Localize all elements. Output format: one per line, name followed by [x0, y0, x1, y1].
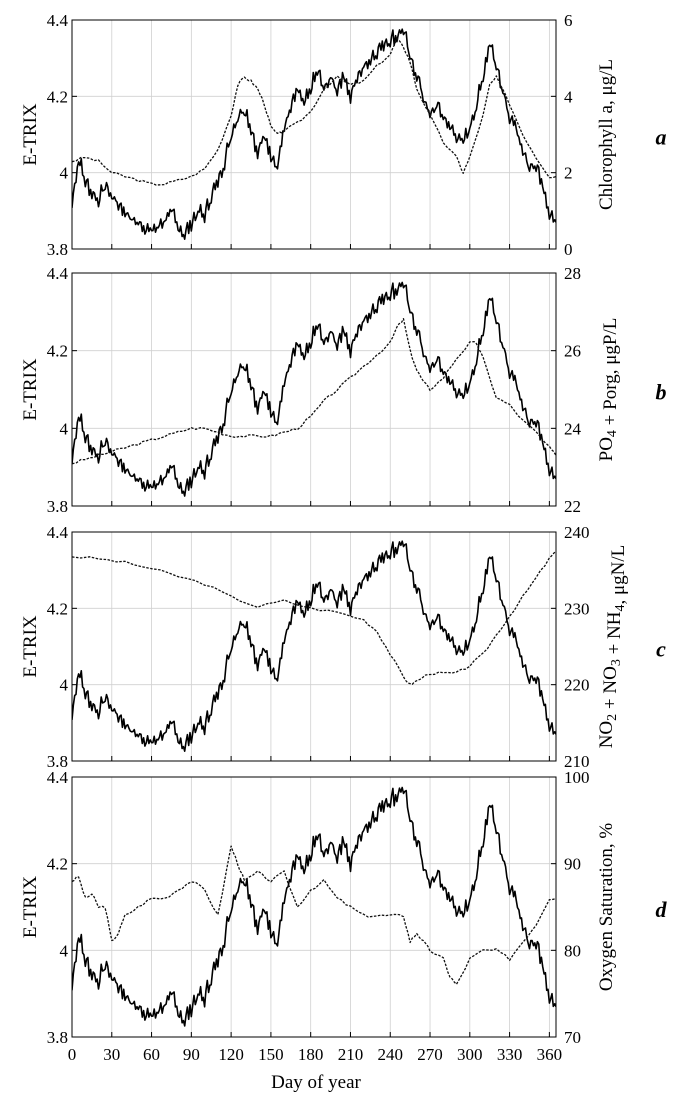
- y-tick-label: 4: [60, 941, 69, 960]
- etrix-line: [72, 540, 556, 752]
- y2-tick-label: 210: [564, 752, 590, 771]
- x-tick-label: 120: [218, 1045, 244, 1064]
- plot-frame: [71, 19, 557, 250]
- y2-axis-label: PO4 + Porg, μgP/L: [596, 318, 621, 462]
- y2-tick-label: 2: [564, 164, 573, 183]
- y2-tick-label: 90: [564, 855, 581, 874]
- y-tick-label: 4.2: [47, 342, 68, 361]
- panel-letter: a: [656, 125, 667, 150]
- right-axis-series-line: [72, 550, 556, 685]
- y-tick-label: 3.8: [47, 1028, 68, 1047]
- y-tick-label: 3.8: [47, 752, 68, 771]
- panel-a: 3.8 4 4.2 4.4 0 2 4 6 E-TRIX Chlorophyll a, μg/L a: [20, 11, 667, 259]
- y2-tick-label: 26: [564, 342, 581, 361]
- right-axis-series-line: [72, 318, 556, 465]
- y2-tick-label: 28: [564, 264, 581, 283]
- y-axis-label: E-TRIX: [20, 876, 41, 939]
- x-tick-label: 90: [183, 1045, 200, 1064]
- y2-tick-label: 24: [564, 419, 582, 438]
- x-axis-label: Day of year: [271, 1072, 361, 1093]
- y-tick-label: 4.2: [47, 855, 68, 874]
- y-tick-label: 4.4: [47, 523, 69, 542]
- y2-tick-label: 22: [564, 497, 581, 516]
- y2-axis-label: NO2 + NO3 + NH4, μgN/L: [596, 545, 629, 749]
- y2-tick-label: 220: [564, 676, 590, 695]
- y2-tick-label: 80: [564, 941, 581, 960]
- y-tick-label: 4.4: [47, 768, 69, 787]
- y2-tick-label: 230: [564, 599, 590, 618]
- panel-c: 3.8 4 4.2 4.4 210 220 230 240 E-TRIX NO2 + NO3 + …: [20, 523, 666, 771]
- y-tick-label: 3.8: [47, 240, 68, 259]
- panel-b: 3.8 4 4.2 4.4 22 24 26 28 E-TRIX PO4 + Porg, μgP/…: [20, 264, 667, 516]
- y-tick-label: 4.2: [47, 599, 68, 618]
- y-tick-label: 3.8: [47, 497, 68, 516]
- y2-axis-label: Chlorophyll a, μg/L: [596, 59, 617, 210]
- y2-axis-label: Oxygen Saturation, %: [596, 823, 617, 992]
- x-tick-label: 30: [103, 1045, 120, 1064]
- y-axis-label: E-TRIX: [20, 358, 41, 421]
- x-tick-label: 60: [143, 1045, 160, 1064]
- right-axis-series-line: [72, 845, 556, 985]
- y-tick-label: 4: [60, 164, 69, 183]
- x-tick-label: 300: [457, 1045, 483, 1064]
- x-tick-label: 180: [298, 1045, 324, 1064]
- etrix-line: [72, 28, 556, 240]
- panel-letter: c: [656, 637, 666, 662]
- y-tick-label: 4.4: [47, 11, 69, 30]
- shared-x-axis: Day of year 0 30 60 90 120 150 180 210 240 270 300…: [68, 1045, 562, 1093]
- x-tick-label: 330: [497, 1045, 523, 1064]
- plot-frame: [71, 776, 557, 1038]
- x-tick-label: 150: [258, 1045, 284, 1064]
- y-axis-label: E-TRIX: [20, 103, 41, 166]
- y-tick-label: 4.2: [47, 87, 68, 106]
- x-tick-label: 210: [338, 1045, 364, 1064]
- panel-letter: b: [656, 380, 667, 405]
- y2-tick-label: 0: [564, 240, 573, 259]
- x-tick-label: 360: [537, 1045, 563, 1064]
- etrix-line: [72, 281, 556, 497]
- x-tick-label: 0: [68, 1045, 77, 1064]
- plot-frame: [71, 531, 557, 762]
- y2-tick-label: 240: [564, 523, 590, 542]
- y2-tick-label: 70: [564, 1028, 581, 1047]
- x-tick-label: 240: [377, 1045, 403, 1064]
- y2-tick-label: 6: [564, 11, 573, 30]
- right-axis-series-line: [72, 37, 556, 186]
- y-tick-label: 4: [60, 419, 69, 438]
- x-tick-label: 270: [417, 1045, 443, 1064]
- y2-tick-label: 100: [564, 768, 590, 787]
- y-axis-label: E-TRIX: [20, 615, 41, 678]
- panel-letter: d: [656, 897, 668, 922]
- plot-frame: [71, 272, 557, 507]
- y-tick-label: 4.4: [47, 264, 69, 283]
- etrix-line: [72, 786, 556, 1027]
- y2-tick-label: 4: [564, 87, 573, 106]
- panel-d: 3.8 4 4.2 4.4 70 80 90 100 E-TRIX Oxygen Saturati…: [20, 768, 668, 1047]
- y-tick-label: 4: [60, 676, 69, 695]
